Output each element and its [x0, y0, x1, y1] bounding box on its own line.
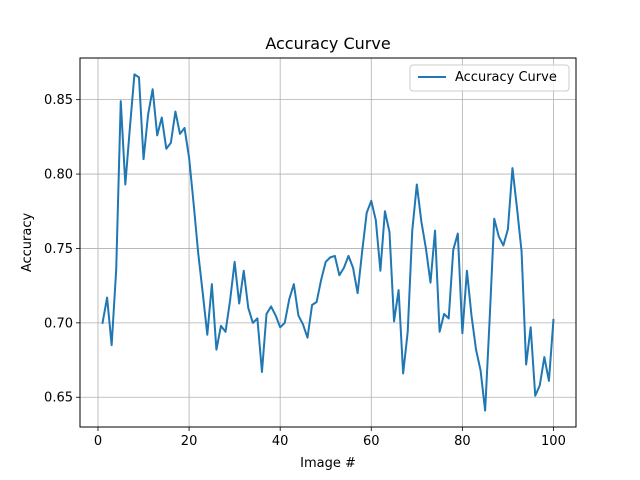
- ticks: 0 20 40 60 80 100 0.65 0.70 0.75 0.80 0.85: [44, 93, 566, 449]
- plot-frame: [79, 57, 577, 428]
- y-tick-label: 0.65: [44, 391, 73, 406]
- y-tick-label: 0.80: [44, 168, 73, 183]
- x-axis-title: Image #: [300, 456, 356, 471]
- y-tick-label: 0.70: [44, 316, 73, 331]
- series-line-0: [101, 73, 555, 412]
- x-tick-label: 80: [454, 434, 471, 449]
- x-tick-label: 0: [94, 434, 102, 449]
- grid: [80, 58, 576, 427]
- y-tick-label: 0.85: [44, 93, 73, 108]
- y-axis-title: Accuracy: [20, 213, 35, 273]
- series-layer: [101, 73, 555, 412]
- x-tick-label: 60: [363, 434, 380, 449]
- legend-label: Accuracy Curve: [455, 70, 557, 85]
- legend-box: [409, 64, 570, 92]
- x-tick-label: 40: [272, 434, 289, 449]
- x-tick-label: 100: [541, 434, 566, 449]
- legend: Accuracy Curve: [409, 64, 570, 92]
- chart-title: Accuracy Curve: [265, 34, 390, 53]
- y-tick-label: 0.75: [44, 242, 73, 257]
- x-tick-label: 20: [181, 434, 198, 449]
